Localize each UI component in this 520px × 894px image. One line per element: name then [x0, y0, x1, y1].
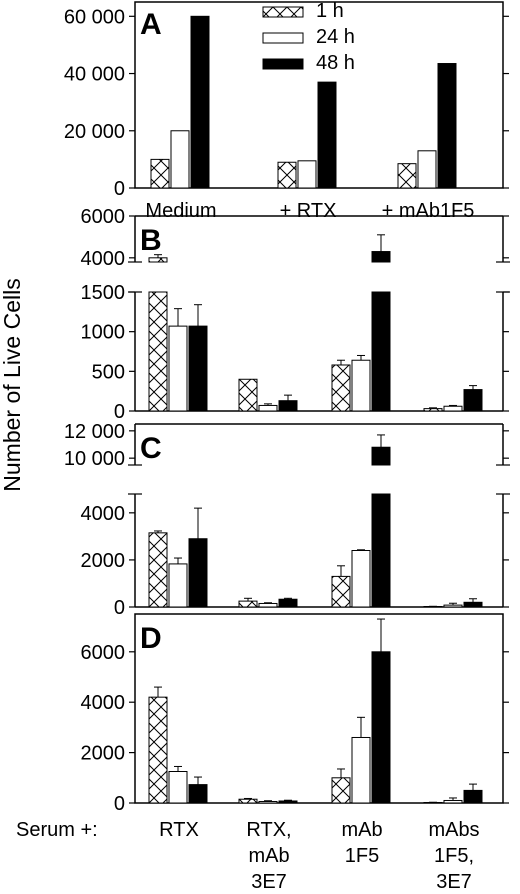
category-label-a: + RTX	[280, 200, 337, 222]
bar-c-s2-c0	[188, 538, 208, 608]
bar-d-s1-c1	[258, 800, 278, 804]
bottom-category-label: mAbs	[428, 819, 479, 841]
y-tick-label: 0	[114, 597, 125, 619]
bar-d-s0-c0	[148, 696, 168, 804]
bar-b-s0-c2	[331, 364, 351, 412]
bar-c-s0-c2	[331, 575, 351, 608]
bottom-category-labels: RTX RTX, mAb 3E7 mAb 1F5 mAbs 1F5, 3E7	[159, 819, 479, 893]
bar-d-s2-c3	[463, 789, 483, 804]
bar-d-s2-c2	[371, 651, 391, 804]
bar-a-s2-c1	[317, 81, 337, 189]
bar-d-s1-c2	[351, 736, 371, 804]
y-tick-label: 6000	[81, 642, 126, 664]
bar-a-s1-c1	[297, 160, 317, 189]
bar-c-s2-c2	[371, 446, 391, 466]
legend-label: 1 h	[316, 0, 344, 22]
bar-c-s1-c0	[168, 563, 188, 608]
legend-swatch-0	[262, 6, 304, 18]
bar-c-s2-c3	[463, 601, 483, 608]
bottom-category-label: mAb	[248, 845, 289, 867]
bottom-category-label: 3E7	[436, 871, 472, 893]
y-tick-label: 0	[114, 793, 125, 815]
bar-a-s1-c2	[417, 150, 437, 189]
y-tick-label: 10 000	[64, 448, 125, 470]
bar-d-s1-c3	[443, 799, 463, 804]
y-axis-label: Number of Live Cells	[0, 278, 25, 491]
bar-c-s0-c1	[238, 600, 258, 608]
y-tick-label: 0	[114, 401, 125, 423]
bar-c-s1-c2	[351, 550, 371, 608]
legend-swatch-2	[262, 58, 304, 70]
bar-d-s0-c1	[238, 798, 258, 804]
bar-b-s2-c3	[463, 389, 483, 412]
bar-b-s0-c0	[148, 257, 168, 263]
bar-d-s2-c1	[278, 800, 298, 804]
bar-d-s2-c0	[188, 784, 208, 804]
panel-letter-a: A	[140, 8, 162, 41]
y-tick-label: 500	[92, 361, 125, 383]
y-tick-label: 60 000	[64, 6, 125, 28]
y-tick-label: 2000	[81, 743, 126, 765]
y-tick-label: 1000	[81, 322, 126, 344]
bar-b-s1-c1	[258, 404, 278, 412]
bar-a-s0-c0	[150, 158, 170, 189]
panel-letter-c: C	[140, 432, 162, 465]
y-tick-label: 12 000	[64, 421, 125, 443]
bar-a-s0-c2	[397, 163, 417, 189]
y-tick-label: 6000	[81, 206, 126, 228]
category-label-a: Medium	[145, 200, 216, 222]
panel-frame-d	[134, 613, 504, 804]
bar-b-s2-c0	[188, 325, 208, 412]
y-tick-label: 1500	[81, 282, 126, 304]
serum-label: Serum +:	[16, 819, 98, 841]
bar-b-s2-c1	[278, 400, 298, 412]
y-tick-label: 4000	[81, 692, 126, 714]
bar-b-s2-c2	[371, 251, 391, 263]
bar-b-s0-c0	[148, 291, 168, 412]
y-tick-label: 0	[114, 178, 125, 200]
bar-c-s2-c1	[278, 598, 298, 608]
bottom-category-label: RTX,	[246, 819, 291, 841]
panel-letter-d: D	[140, 622, 162, 655]
bar-c-s1-c3	[443, 604, 463, 608]
bar-c-s2-c2	[371, 493, 391, 608]
bar-d-s0-c2	[331, 777, 351, 804]
bottom-category-label: 3E7	[251, 871, 287, 893]
y-tick-label: 20 000	[64, 121, 125, 143]
legend-label: 24 h	[316, 26, 355, 48]
bar-b-s2-c2	[371, 291, 391, 412]
y-tick-label: 4000	[81, 248, 126, 270]
bar-b-s1-c3	[443, 405, 463, 412]
bottom-category-label: 1F5	[345, 845, 379, 867]
bar-b-s1-c2	[351, 359, 371, 412]
bottom-category-label: 1F5,	[434, 845, 474, 867]
bar-c-s1-c1	[258, 602, 278, 608]
panels-layer: 0 20 000 40 000 60 000 A 0 500 1000 1500 4000 6000…	[64, 0, 510, 815]
bar-a-s2-c2	[437, 63, 457, 189]
legend-swatch-1	[262, 32, 304, 44]
legend-label: 48 h	[316, 52, 355, 74]
bar-c-s0-c0	[148, 532, 168, 608]
bar-a-s0-c1	[277, 161, 297, 189]
y-tick-label: 4000	[81, 503, 126, 525]
bar-a-s1-c0	[170, 130, 190, 189]
bar-b-s1-c0	[168, 325, 188, 412]
bar-a-s2-c0	[190, 15, 210, 189]
category-label-a: + mAb1F5	[382, 200, 475, 222]
bottom-category-label: RTX	[159, 819, 199, 841]
panel-letter-b: B	[140, 224, 162, 257]
y-tick-label: 40 000	[64, 64, 125, 86]
bottom-category-label: mAb	[341, 819, 382, 841]
bar-d-s1-c0	[168, 771, 188, 804]
y-tick-label: 2000	[81, 550, 126, 572]
bar-b-s0-c3	[423, 408, 443, 412]
bar-b-s0-c1	[238, 378, 258, 412]
